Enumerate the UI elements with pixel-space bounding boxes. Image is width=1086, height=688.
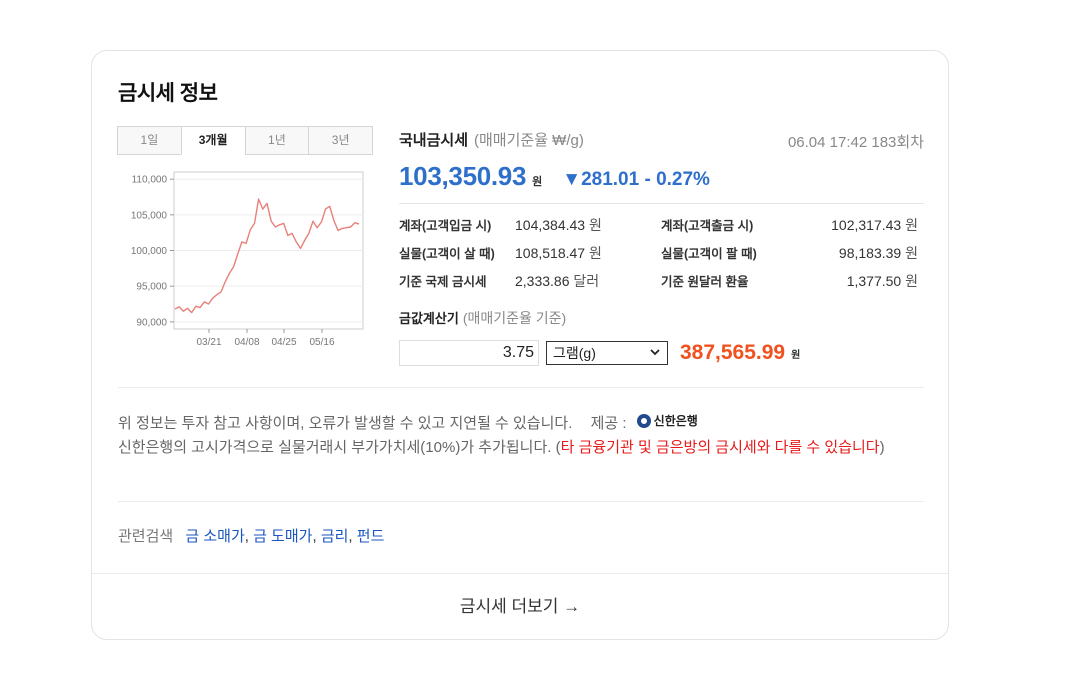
related-searches-label: 관련검색 [118, 528, 174, 545]
notice-text: 위 정보는 투자 참고 사항이며, 오류가 발생할 수 있고 지연될 수 있습니… [118, 409, 924, 460]
chart-y-tick-label: 110,000 [132, 175, 168, 186]
exchange-rate-unit: 원 [905, 272, 918, 289]
notice-line-2: 신한은행의 고시가격으로 실물거래시 부가가치세(10%)가 추가됩니다. (타… [118, 436, 924, 460]
chart-y-tick-label: 95,000 [136, 282, 167, 293]
withdraw-price: 계좌(고객출금 시) 102,317.43 원 [661, 214, 924, 235]
exchange-rate-label: 기준 원달러 환율 [661, 275, 749, 289]
chart-x-tick-label: 05/16 [309, 337, 334, 348]
calculator-subtitle: (매매기준율 기준) [462, 310, 567, 326]
notice-disclaimer: 위 정보는 투자 참고 사항이며, 오류가 발생할 수 있고 지연될 수 있습니… [118, 415, 573, 432]
chevron-down-icon [649, 342, 661, 372]
provider: 신한은행 [636, 409, 698, 433]
related-link-fund[interactable]: 펀드 [356, 528, 385, 545]
notice-paren-close: ) [879, 439, 885, 456]
calculated-price-unit: 원 [791, 349, 801, 361]
exchange-rate: 기준 원달러 환율 1,377.50 원 [661, 270, 924, 291]
price-change: ▼281.01 - 0.27% [562, 169, 710, 190]
exchange-rate-value: 1,377.50 원 [791, 271, 924, 291]
price-detail-grid: 계좌(고객입금 시) 104,384.43 원 계좌(고객출금 시) 102,3… [399, 214, 924, 291]
price-timestamp: 06.04 17:42 183회차 [787, 134, 924, 151]
withdraw-price-label: 계좌(고객출금 시) [661, 219, 754, 233]
deposit-price-unit: 원 [588, 216, 602, 233]
domestic-gold-price-label: 국내금시세 [399, 132, 469, 149]
weight-unit-selected: 그램(g) [553, 345, 596, 361]
current-price-unit: 원 [532, 176, 543, 188]
tab-3-months[interactable]: 3개월 [180, 127, 245, 155]
sell-price-number: 98,183.39 [838, 244, 902, 261]
price-info: 국내금시세 (매매기준율 ₩/g) 06.04 17:42 183회차 103,3… [399, 129, 924, 366]
gold-amount-input[interactable] [399, 340, 539, 366]
more-gold-prices-button[interactable]: 금시세 더보기 → [459, 597, 581, 616]
intl-gold-price-label: 기준 국제 금시세 [399, 275, 487, 289]
vat-notice: 신한은행의 고시가격으로 실물거래시 부가가치세(10%)가 추가됩니다. ( [118, 439, 561, 456]
chart-x-tick-label: 04/25 [271, 337, 296, 348]
sell-price-value: 98,183.39 원 [791, 243, 924, 263]
shinhan-bank-logo-icon [636, 414, 651, 428]
buy-price-label: 실물(고객이 살 때) [399, 247, 495, 261]
current-price-row: 103,350.93 원 ▼281.01 - 0.27% [399, 161, 924, 193]
provider-label: 제공 : [590, 415, 627, 432]
provider-name: 신한은행 [653, 414, 698, 428]
withdraw-price-value: 102,317.43 원 [791, 215, 924, 235]
buy-price: 실물(고객이 살 때) 108,518.47 원 [399, 242, 661, 263]
price-unit-label: (매매기준율 ₩/g) [474, 132, 584, 149]
exchange-rate-number: 1,377.50 [846, 272, 902, 289]
info-divider [399, 203, 924, 204]
deposit-price-value: 104,384.43 원 [515, 215, 661, 235]
price-chart: 90,000 95,000 100,000 105,000 110,000 03/21 04… [117, 166, 377, 351]
sell-price: 실물(고객이 팔 때) 98,183.39 원 [661, 242, 924, 263]
chart-y-tick-label: 105,000 [131, 210, 168, 221]
gold-price-card: 금시세 정보 1일 3개월 1년 3년 90,000 95,000 100,000 1… [91, 50, 949, 640]
intl-gold-price-number: 2,333.86 [515, 272, 570, 289]
chart-y-tick-label: 100,000 [131, 246, 168, 257]
gold-calculator: 그램(g) 387,565.99 원 [399, 340, 924, 366]
footer-divider [92, 573, 948, 574]
related-link-gold-retail[interactable]: 금 소매가 [185, 528, 245, 545]
buy-price-unit: 원 [588, 244, 602, 261]
chart-x-tick-label: 04/08 [234, 337, 259, 348]
period-tabs: 1일 3개월 1년 3년 [117, 126, 373, 155]
sell-price-unit: 원 [905, 244, 918, 261]
price-chart-svg: 90,000 95,000 100,000 105,000 110,000 03/21 04… [131, 171, 364, 348]
intl-gold-price-value: 2,333.86 달러 [515, 271, 661, 291]
deposit-price: 계좌(고객입금 시) 104,384.43 원 [399, 214, 661, 235]
related-link-gold-wholesale[interactable]: 금 도매가 [253, 528, 313, 545]
related-link-interest-rate[interactable]: 금리 [320, 528, 349, 545]
buy-price-value: 108,518.47 원 [515, 243, 661, 263]
intl-gold-price-unit: 달러 [573, 272, 600, 289]
buy-price-number: 108,518.47 [515, 244, 586, 261]
gold-calculator-title: 금값계산기 (매매기준율 기준) [399, 308, 924, 330]
price-difference-warning: 타 금융기관 및 금은방의 금시세와 다를 수 있습니다 [560, 439, 880, 456]
chart-y-tick-label: 90,000 [136, 317, 167, 328]
deposit-price-label: 계좌(고객입금 시) [399, 219, 492, 233]
calculator-title: 금값계산기 [399, 311, 459, 326]
deposit-price-number: 104,384.43 [515, 216, 586, 233]
price-info-header: 국내금시세 (매매기준율 ₩/g) 06.04 17:42 183회차 [399, 129, 924, 153]
withdraw-price-unit: 원 [905, 216, 918, 233]
related-searches: 관련검색 금 소매가, 금 도매가, 금리, 펀드 [118, 528, 385, 545]
current-price: 103,350.93 [399, 161, 527, 191]
tab-1-day[interactable]: 1일 [140, 133, 159, 147]
withdraw-price-number: 102,317.43 [831, 216, 902, 233]
notice-line-1: 위 정보는 투자 참고 사항이며, 오류가 발생할 수 있고 지연될 수 있습니… [118, 409, 924, 436]
sell-price-label: 실물(고객이 팔 때) [661, 247, 757, 261]
tab-3-years[interactable]: 3년 [308, 127, 372, 154]
weight-unit-select[interactable]: 그램(g) [546, 341, 668, 365]
chart-series-line [174, 198, 360, 314]
calculated-price: 387,565.99 [680, 341, 786, 364]
chart-x-tick-label: 03/21 [196, 337, 221, 348]
section-divider [118, 501, 924, 502]
card-title: 금시세 정보 [118, 82, 218, 105]
section-divider [118, 387, 924, 388]
tab-1-year[interactable]: 1년 [244, 127, 309, 154]
intl-gold-price: 기준 국제 금시세 2,333.86 달러 [399, 270, 661, 291]
